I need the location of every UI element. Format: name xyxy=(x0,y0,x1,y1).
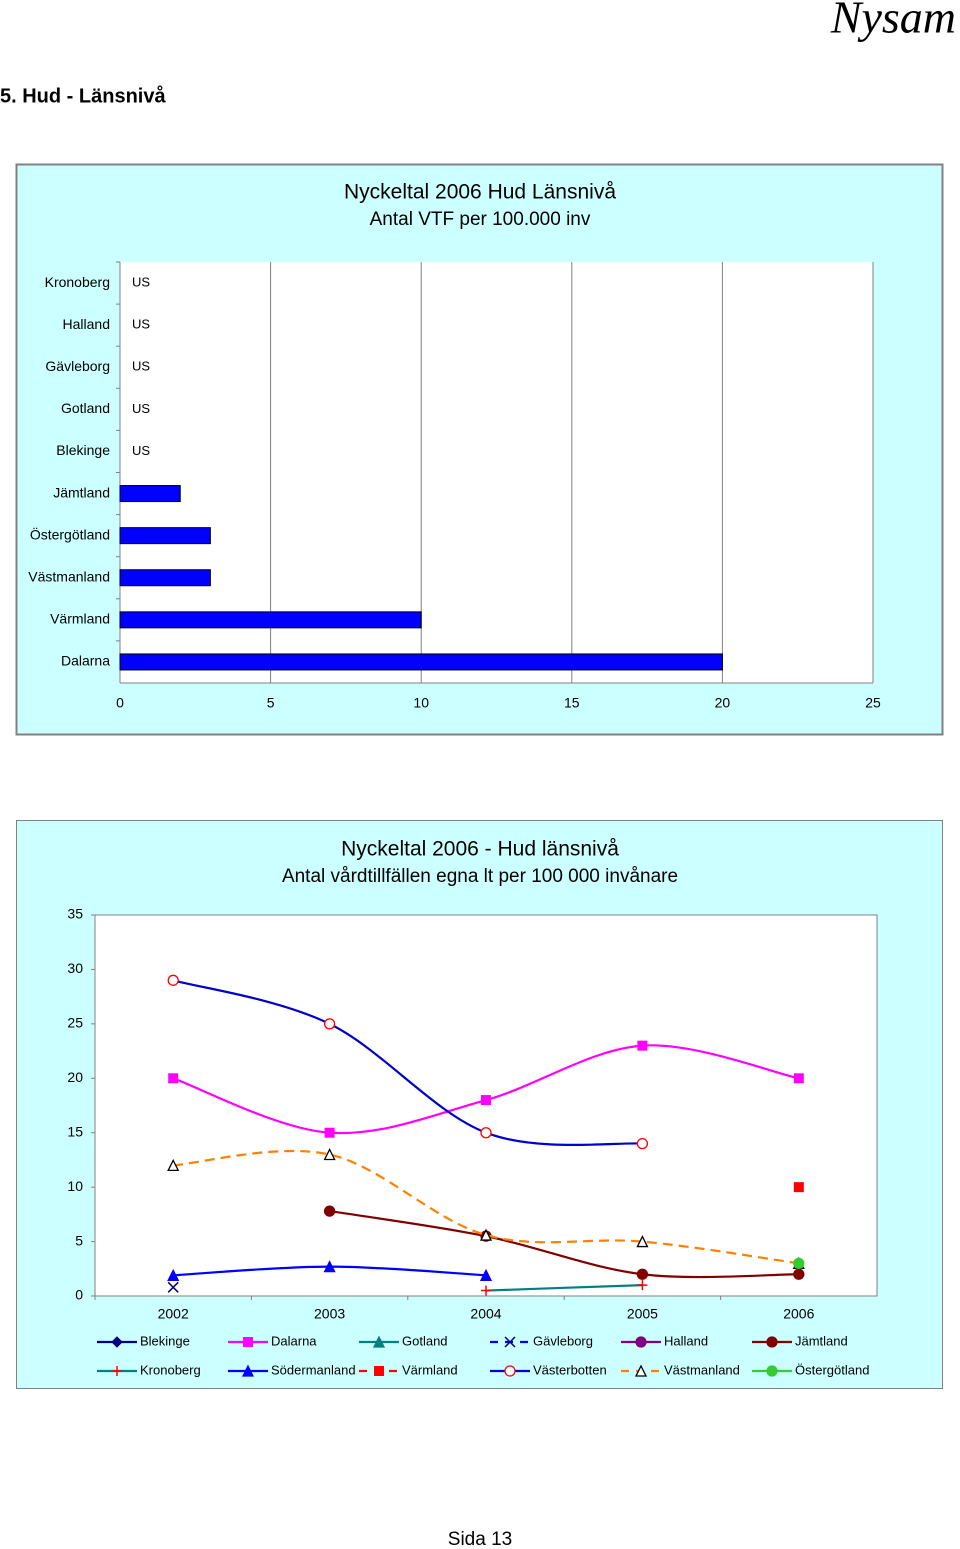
marker xyxy=(793,1268,805,1280)
marker xyxy=(167,974,179,986)
legend-label: Värmland xyxy=(402,1362,458,1377)
marker xyxy=(241,1364,255,1377)
y-tick-label: 5 xyxy=(75,1232,83,1248)
legend-label: Kronoberg xyxy=(140,1362,201,1377)
marker xyxy=(636,1268,649,1280)
brand: Nysam xyxy=(830,0,956,43)
y-tick-label: 0 xyxy=(75,1287,83,1303)
marker xyxy=(323,1260,336,1273)
legend-label: Västerbotten xyxy=(533,1362,607,1377)
y-tick-label: Jämtland xyxy=(53,484,110,500)
bar xyxy=(119,485,181,503)
marker xyxy=(635,1336,647,1348)
legend-label: Östergötland xyxy=(795,1362,869,1377)
y-tick-label: 10 xyxy=(67,1178,83,1194)
value-label: US xyxy=(132,317,150,332)
series-line xyxy=(329,1210,799,1279)
legend-label: Gävleborg xyxy=(533,1333,593,1348)
bar xyxy=(119,611,422,629)
legend-label: Västmanland xyxy=(664,1362,740,1377)
marker xyxy=(793,1073,804,1084)
chart-title: Nyckeltal 2006 Hud Länsnivå xyxy=(344,181,616,204)
x-tick-label: 5 xyxy=(267,695,275,711)
marker xyxy=(243,1337,253,1347)
y-tick-label: Kronoberg xyxy=(45,274,110,290)
bar xyxy=(119,569,211,587)
chart-subtitle: Antal VTF per 100.000 inv xyxy=(370,209,591,230)
marker xyxy=(167,1158,180,1172)
marker xyxy=(637,1040,648,1051)
chart-title: Nyckeltal 2006 - Hud länsnivå xyxy=(341,838,619,861)
legend-label: Dalarna xyxy=(271,1333,317,1348)
series-line xyxy=(485,1284,643,1292)
marker xyxy=(323,1205,336,1217)
x-tick-label: 2002 xyxy=(158,1306,189,1322)
y-tick-label: Halland xyxy=(63,316,110,332)
y-tick-label: Dalarna xyxy=(61,653,110,669)
page-number: Sida 13 xyxy=(448,1529,512,1549)
y-tick-label: Värmland xyxy=(50,611,110,627)
marker xyxy=(167,1281,179,1293)
x-tick-label: 0 xyxy=(116,695,124,711)
y-tick-label: 35 xyxy=(67,906,83,922)
y-tick-label: Gävleborg xyxy=(45,358,110,374)
y-tick-label: 15 xyxy=(67,1123,83,1139)
y-tick-label: 20 xyxy=(67,1069,83,1085)
marker xyxy=(793,1182,804,1193)
marker xyxy=(636,1137,649,1150)
marker xyxy=(323,1018,336,1030)
marker xyxy=(766,1336,778,1348)
marker xyxy=(766,1365,778,1377)
bar xyxy=(119,653,723,671)
marker xyxy=(634,1364,648,1377)
marker xyxy=(372,1335,386,1348)
y-tick-label: Gotland xyxy=(61,400,110,416)
value-label: US xyxy=(132,401,150,416)
y-tick-label: Blekinge xyxy=(56,442,110,458)
value-label: US xyxy=(132,443,150,458)
marker xyxy=(479,1268,493,1281)
marker xyxy=(636,1235,649,1248)
x-tick-label: 2006 xyxy=(783,1306,814,1322)
y-tick-label: 25 xyxy=(67,1015,83,1031)
marker xyxy=(481,1095,491,1106)
legend-label: Halland xyxy=(664,1333,708,1348)
marker xyxy=(112,1366,122,1376)
marker xyxy=(793,1257,805,1269)
x-tick-label: 15 xyxy=(564,695,580,711)
y-tick-label: 30 xyxy=(67,960,83,976)
chart-subtitle: Antal vårdtillfällen egna lt per 100 000… xyxy=(282,866,678,887)
marker xyxy=(167,1268,180,1281)
x-tick-label: 2005 xyxy=(627,1306,658,1322)
marker xyxy=(481,1285,491,1296)
value-label: US xyxy=(132,274,150,289)
bar xyxy=(119,527,211,545)
heading: 5. Hud - Länsnivå xyxy=(0,84,166,107)
legend-label: Jämtland xyxy=(795,1333,848,1348)
y-tick-label: Östergötland xyxy=(30,525,110,542)
marker xyxy=(111,1336,123,1348)
marker xyxy=(374,1366,384,1376)
marker xyxy=(504,1365,516,1377)
legend-label: Södermanland xyxy=(271,1362,356,1377)
x-tick-label: 2004 xyxy=(470,1306,501,1322)
marker xyxy=(324,1127,335,1138)
marker xyxy=(323,1148,336,1161)
value-label: US xyxy=(132,359,150,374)
legend-label: Blekinge xyxy=(140,1333,190,1348)
x-tick-label: 2003 xyxy=(314,1306,345,1322)
x-tick-label: 10 xyxy=(413,695,429,711)
marker xyxy=(168,1073,179,1084)
x-tick-label: 20 xyxy=(715,695,731,711)
marker xyxy=(637,1280,648,1291)
marker xyxy=(479,1228,493,1241)
series-line xyxy=(172,979,643,1147)
x-tick-label: 25 xyxy=(865,695,881,711)
y-tick-label: Västmanland xyxy=(28,568,110,584)
marker xyxy=(504,1336,516,1348)
legend-label: Gotland xyxy=(402,1333,448,1348)
marker xyxy=(480,1127,492,1139)
